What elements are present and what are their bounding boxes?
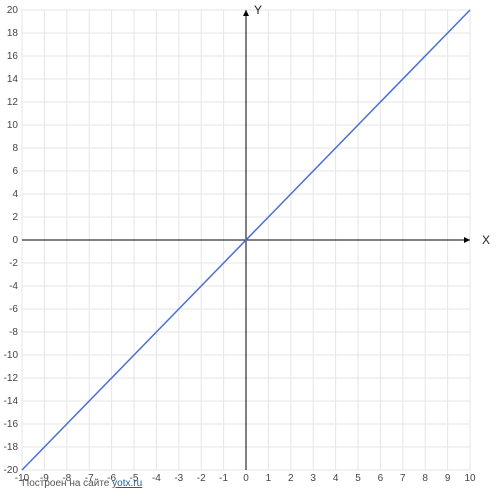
- svg-text:0: 0: [243, 473, 249, 484]
- svg-text:16: 16: [7, 51, 19, 62]
- svg-text:-2: -2: [9, 258, 18, 269]
- svg-text:6: 6: [378, 473, 384, 484]
- svg-text:X: X: [482, 233, 490, 247]
- svg-text:14: 14: [7, 74, 19, 85]
- line-chart: -10-9-8-7-6-5-4-3-2-1012345678910-20-18-…: [0, 0, 500, 502]
- svg-text:-4: -4: [152, 473, 161, 484]
- svg-text:2: 2: [12, 212, 18, 223]
- svg-text:8: 8: [422, 473, 428, 484]
- svg-text:-6: -6: [9, 304, 18, 315]
- svg-text:0: 0: [12, 235, 18, 246]
- svg-text:-12: -12: [4, 373, 19, 384]
- svg-text:8: 8: [12, 143, 18, 154]
- credit-line: Построен на сайте yotx.ru: [22, 478, 142, 489]
- svg-text:1: 1: [266, 473, 272, 484]
- svg-text:7: 7: [400, 473, 406, 484]
- svg-text:5: 5: [355, 473, 361, 484]
- svg-text:-18: -18: [4, 442, 19, 453]
- svg-text:6: 6: [12, 166, 18, 177]
- svg-text:20: 20: [7, 5, 19, 16]
- svg-text:-20: -20: [4, 465, 19, 476]
- svg-text:18: 18: [7, 28, 19, 39]
- svg-text:Y: Y: [254, 3, 262, 17]
- chart-container: -10-9-8-7-6-5-4-3-2-1012345678910-20-18-…: [0, 0, 500, 502]
- svg-text:-8: -8: [9, 327, 18, 338]
- svg-text:-4: -4: [9, 281, 18, 292]
- svg-text:-14: -14: [4, 396, 19, 407]
- svg-text:-2: -2: [197, 473, 206, 484]
- svg-text:9: 9: [445, 473, 451, 484]
- svg-text:2: 2: [288, 473, 294, 484]
- svg-text:4: 4: [12, 189, 18, 200]
- svg-text:-16: -16: [4, 419, 19, 430]
- svg-text:-10: -10: [4, 350, 19, 361]
- credit-link[interactable]: yotx.ru: [112, 478, 142, 489]
- svg-text:12: 12: [7, 97, 19, 108]
- svg-text:-1: -1: [219, 473, 228, 484]
- svg-text:3: 3: [310, 473, 316, 484]
- svg-text:10: 10: [464, 473, 476, 484]
- svg-text:4: 4: [333, 473, 339, 484]
- credit-prefix: Построен на сайте: [22, 478, 112, 489]
- svg-text:-3: -3: [174, 473, 183, 484]
- svg-text:10: 10: [7, 120, 19, 131]
